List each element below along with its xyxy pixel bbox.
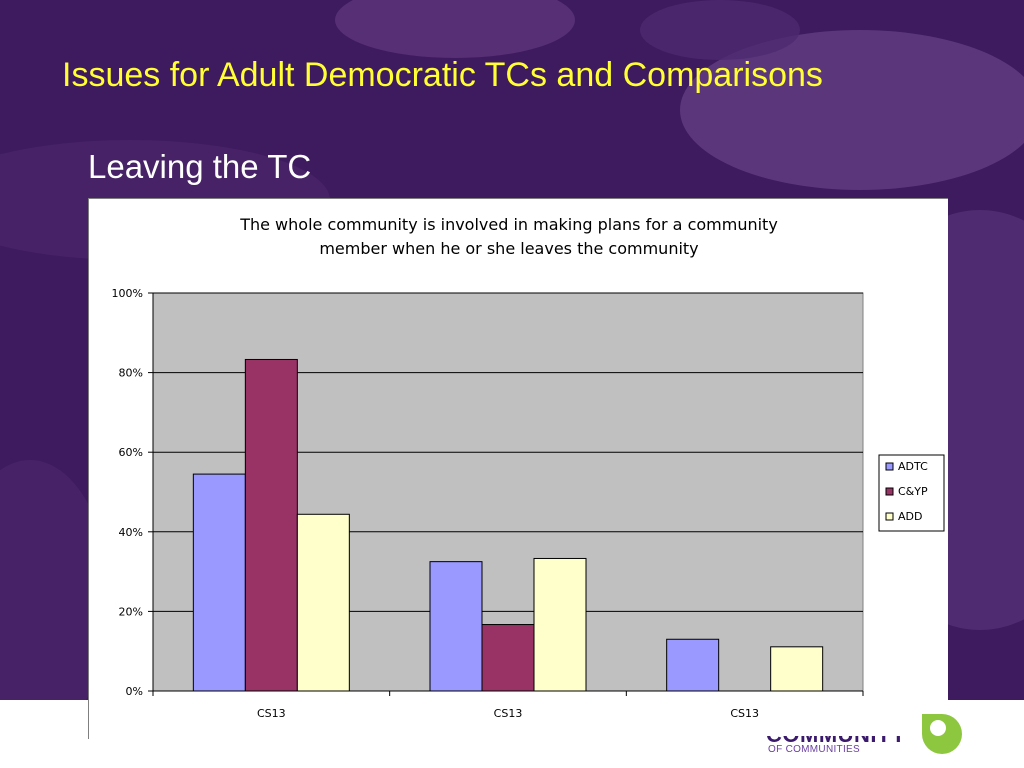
y-tick-label: 60% bbox=[119, 446, 143, 459]
y-tick-label: 40% bbox=[119, 526, 143, 539]
axes bbox=[148, 292, 864, 696]
community-of-communities-logo: COMMUNITY OF COMMUNITIES bbox=[760, 712, 1000, 768]
bar-add bbox=[296, 513, 350, 692]
bar-c-yp bbox=[481, 624, 535, 692]
slide-subtitle: Leaving the TC bbox=[88, 148, 312, 185]
bars bbox=[192, 358, 824, 692]
legend: ADTC C&YP ADD bbox=[878, 454, 945, 532]
chart-title: The whole community is involved in makin… bbox=[239, 215, 778, 258]
y-tick-label: 20% bbox=[119, 605, 143, 618]
legend-label: C&YP bbox=[898, 485, 928, 498]
legend-swatch bbox=[885, 462, 894, 471]
slide-title: Issues for Adult Democratic TCs and Comp… bbox=[62, 56, 823, 94]
y-tick-label: 80% bbox=[119, 367, 143, 380]
logo-subtext: OF COMMUNITIES bbox=[768, 744, 860, 755]
y-axis-ticks: 0% 20% 40% 60% 80% 100% bbox=[112, 287, 143, 698]
bar-c-yp bbox=[244, 358, 298, 692]
bar-add bbox=[533, 557, 587, 692]
legend-label: ADTC bbox=[898, 460, 928, 473]
y-tick-label: 100% bbox=[112, 287, 143, 300]
x-tick-label: CS13 bbox=[494, 707, 523, 720]
x-tick-label: CS13 bbox=[730, 707, 759, 720]
leaf-icon bbox=[922, 714, 962, 754]
bar-adtc bbox=[192, 473, 246, 692]
bar-adtc bbox=[666, 638, 720, 692]
legend-swatch bbox=[885, 487, 894, 496]
logo-wordmark: COMMUNITY bbox=[766, 722, 907, 747]
x-axis-ticks: CS13 CS13 CS13 bbox=[257, 707, 759, 720]
legend-swatch bbox=[885, 512, 894, 521]
x-tick-label: CS13 bbox=[257, 707, 286, 720]
legend-label: ADD bbox=[898, 510, 922, 523]
chart-panel: The whole community is involved in makin… bbox=[88, 198, 948, 739]
bar-add bbox=[770, 646, 824, 692]
bar-adtc bbox=[429, 561, 483, 692]
chart-title-line: The whole community is involved in makin… bbox=[239, 215, 778, 234]
chart-title-line: member when he or she leaves the communi… bbox=[319, 239, 698, 258]
bar-chart: The whole community is involved in makin… bbox=[112, 215, 945, 720]
y-tick-label: 0% bbox=[126, 685, 143, 698]
